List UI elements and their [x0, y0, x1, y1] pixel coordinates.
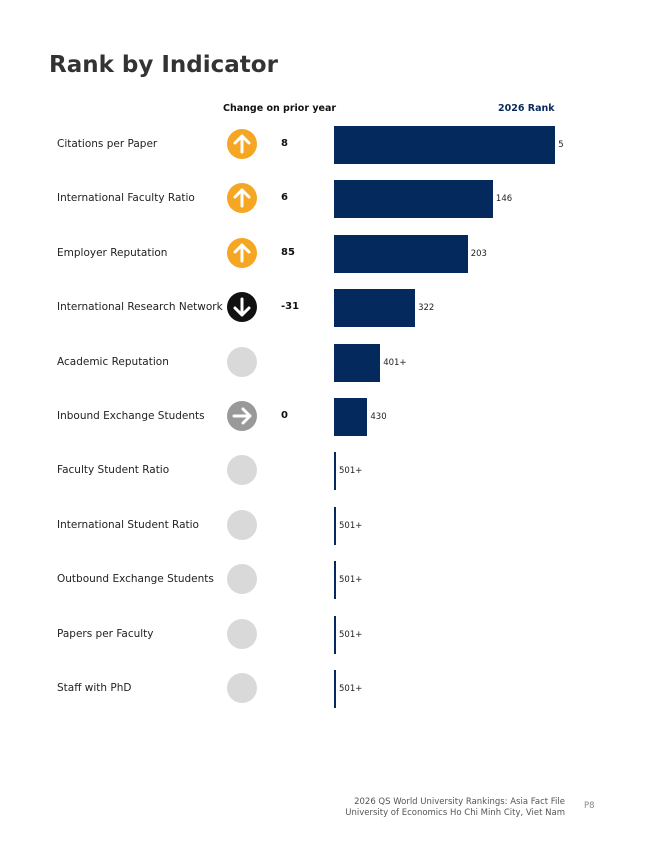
indicator-row: International Research Network -31 322 [0, 282, 650, 332]
rank-bar [334, 126, 556, 164]
empty-circle-icon [227, 455, 257, 486]
indicator-label: Papers per Faculty [57, 627, 154, 640]
change-value: 0 [281, 410, 288, 421]
rank-bar [334, 343, 381, 382]
change-value: 8 [281, 138, 288, 149]
rank-bar [334, 234, 468, 273]
empty-circle-icon [227, 509, 257, 540]
rank-value: 146 [495, 194, 513, 205]
rank-bar [334, 180, 493, 219]
empty-circle-icon [227, 564, 257, 595]
rank-bar [334, 289, 416, 328]
rank-value: 501+ [339, 629, 363, 640]
rank-column-header: 2026 Rank [498, 103, 555, 114]
arrow-down-icon [227, 292, 257, 323]
indicator-row: Citations per Paper 8 5 [0, 119, 650, 169]
indicator-label: International Faculty Ratio [57, 192, 195, 205]
indicator-label: Citations per Paper [57, 138, 158, 150]
rank-value: 401+ [383, 357, 407, 368]
rank-value: 501+ [339, 520, 363, 531]
empty-circle-icon [227, 673, 257, 703]
rank-bar [334, 670, 336, 708]
page-number: P8 [584, 801, 595, 811]
indicator-row: Employer Reputation 85 203 [0, 228, 650, 278]
indicator-row: Inbound Exchange Students 0 430 [0, 391, 650, 441]
indicator-label: International Research Network [57, 301, 223, 314]
indicator-label: Employer Reputation [57, 246, 168, 259]
rank-value: 322 [418, 303, 435, 314]
arrow-up-icon [227, 237, 257, 268]
indicator-row: Papers per Faculty 501+ [0, 609, 650, 659]
indicator-label: International Student Ratio [57, 518, 199, 531]
indicator-label: Faculty Student Ratio [57, 464, 170, 477]
page-title: Rank by Indicator [49, 52, 278, 78]
change-value: 6 [281, 192, 288, 204]
footer-report-title: 2026 QS World University Rankings: Asia … [354, 797, 565, 807]
rank-value: 203 [470, 248, 487, 259]
rank-value: 5 [558, 140, 564, 150]
arrow-up-icon [227, 183, 257, 214]
footer: 2026 QS World University Rankings: Asia … [345, 797, 565, 819]
change-column-header: Change on prior year [223, 103, 337, 114]
indicator-row: Academic Reputation 401+ [0, 337, 650, 387]
arrow-right-icon [227, 401, 257, 431]
rank-value: 501+ [339, 684, 363, 694]
rank-bar [334, 452, 336, 491]
empty-circle-icon [227, 346, 257, 377]
arrow-up-icon [227, 129, 257, 159]
indicator-row: International Faculty Ratio 6 146 [0, 173, 650, 223]
indicator-row: Outbound Exchange Students 501+ [0, 554, 650, 604]
rank-value: 501+ [339, 466, 363, 477]
change-value: 85 [281, 246, 295, 258]
change-value: -31 [281, 301, 300, 313]
rank-value: 430 [370, 412, 387, 422]
rank-bar [334, 561, 336, 600]
rank-bar [334, 506, 336, 545]
indicator-label: Academic Reputation [57, 355, 169, 368]
rank-value: 501+ [339, 575, 363, 586]
indicator-row: Faculty Student Ratio 501+ [0, 445, 650, 495]
indicator-row: Staff with PhD 501+ [0, 663, 650, 713]
empty-circle-icon [227, 618, 257, 649]
indicator-label: Inbound Exchange Students [57, 410, 205, 422]
rank-bar [334, 398, 368, 436]
indicator-label: Outbound Exchange Students [57, 573, 214, 586]
rank-bar [334, 615, 336, 654]
indicator-row: International Student Ratio 501+ [0, 500, 650, 550]
indicator-label: Staff with PhD [57, 682, 132, 694]
footer-university-name: University of Economics Ho Chi Minh City… [345, 808, 565, 818]
